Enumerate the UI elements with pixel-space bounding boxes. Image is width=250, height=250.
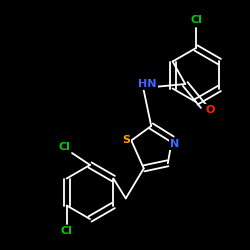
Text: HN: HN [138, 79, 156, 89]
Text: Cl: Cl [190, 15, 202, 25]
Text: S: S [122, 136, 130, 145]
Text: Cl: Cl [58, 142, 70, 152]
Text: N: N [170, 139, 180, 149]
Text: Cl: Cl [61, 226, 72, 236]
Text: O: O [206, 105, 215, 115]
